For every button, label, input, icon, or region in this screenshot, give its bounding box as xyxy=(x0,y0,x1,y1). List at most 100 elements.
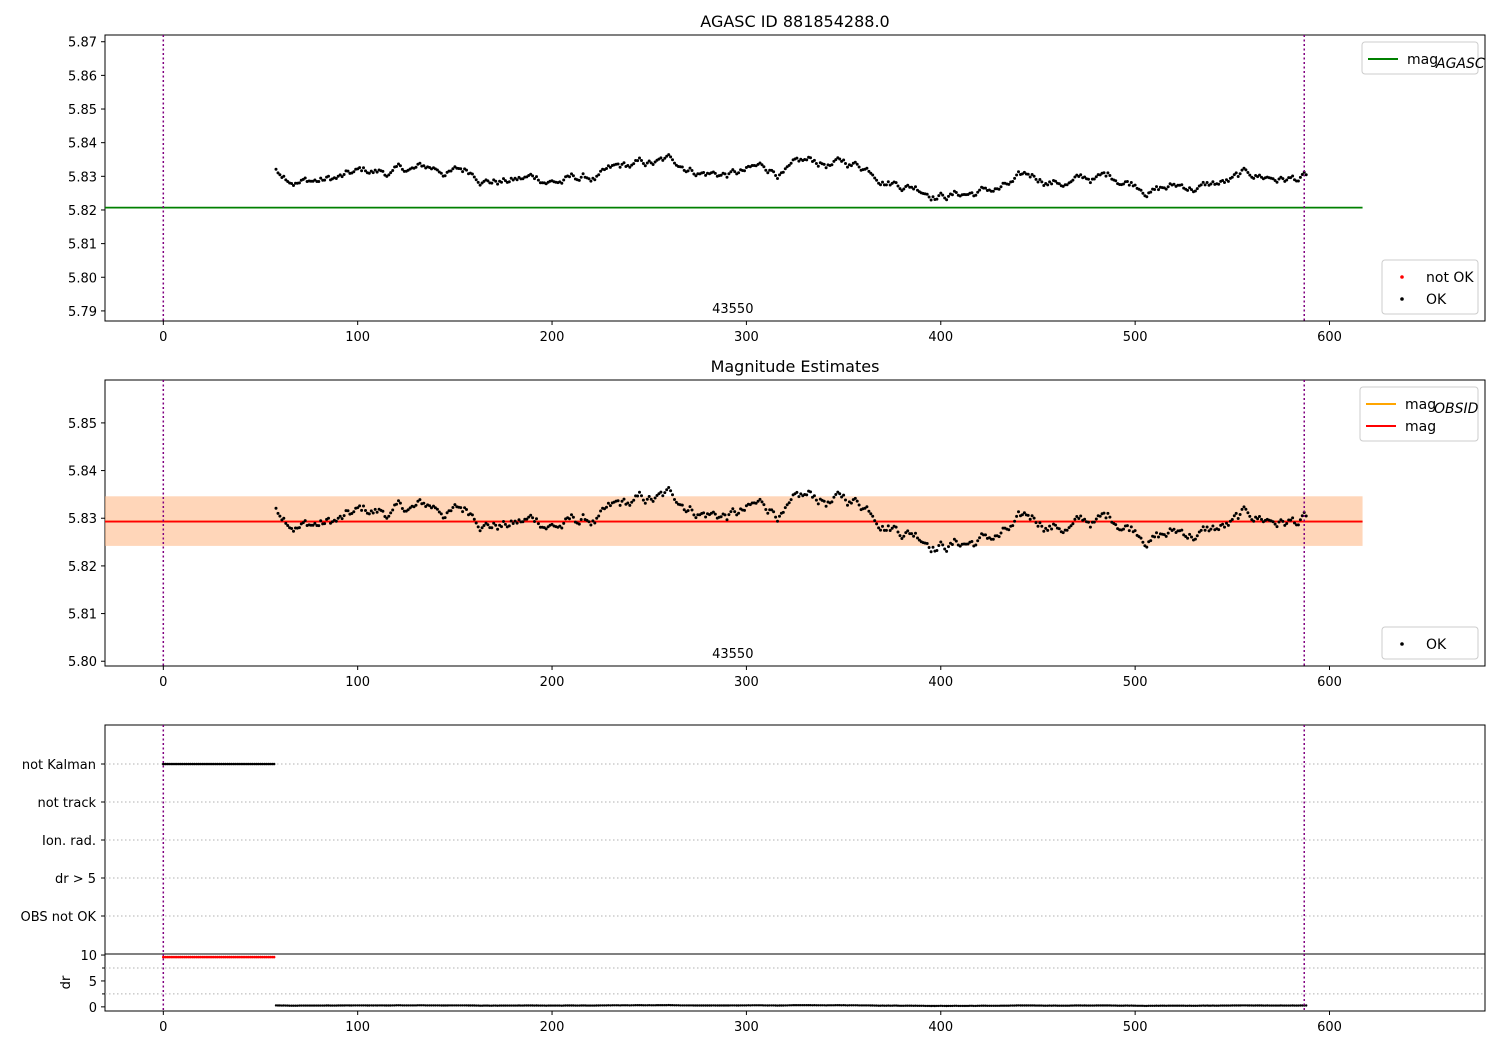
ok-point xyxy=(1293,521,1296,525)
flag-category-label: OBS not OK xyxy=(21,910,97,925)
ok-point xyxy=(605,505,608,509)
dr-point xyxy=(1205,1004,1209,1007)
ok-point xyxy=(1304,173,1308,177)
dr-point xyxy=(1048,1004,1051,1007)
legend-label-subscript: OBSID xyxy=(1434,401,1479,417)
ok-point xyxy=(1040,524,1044,528)
dr-point xyxy=(805,1004,808,1007)
ok-point xyxy=(1221,522,1225,526)
ok-point xyxy=(725,175,729,179)
dr-point xyxy=(1058,1004,1061,1007)
ok-point xyxy=(398,501,402,505)
ok-point xyxy=(719,515,723,519)
obsid-label: 43550 xyxy=(712,647,753,662)
ok-point xyxy=(795,490,799,494)
dr-point xyxy=(992,1004,995,1007)
dr-point xyxy=(321,1004,324,1007)
flag-point xyxy=(193,762,196,766)
ok-point xyxy=(340,517,344,521)
dr-point xyxy=(1174,1004,1178,1007)
dr-point xyxy=(531,1004,534,1007)
dr-point xyxy=(500,1004,503,1007)
dr-point xyxy=(1124,1004,1127,1007)
dr-point xyxy=(278,1004,282,1007)
dr-point xyxy=(618,1004,622,1007)
ok-point xyxy=(593,521,597,525)
ok-point xyxy=(1034,521,1038,525)
ok-point xyxy=(1155,185,1158,189)
ok-point xyxy=(729,510,733,514)
dr-point xyxy=(443,1004,447,1007)
ok-point xyxy=(737,511,741,515)
dr-point xyxy=(844,1004,847,1007)
dr-point xyxy=(1044,1004,1047,1007)
ok-point xyxy=(338,514,342,518)
dr-clipped-point xyxy=(204,955,208,959)
flag-point xyxy=(181,762,184,766)
dr-point xyxy=(1087,1004,1090,1007)
dr-point xyxy=(1108,1004,1112,1007)
dr-clipped-point xyxy=(165,955,169,959)
ok-point xyxy=(781,170,785,174)
ok-point xyxy=(274,167,278,171)
dr-point xyxy=(352,1004,355,1007)
ok-point xyxy=(729,170,733,174)
dr-point xyxy=(276,1004,280,1007)
dr-point xyxy=(815,1004,818,1007)
dr-point xyxy=(974,1004,977,1008)
ok-point xyxy=(849,501,853,505)
ok-point xyxy=(581,172,585,176)
ok-point xyxy=(881,524,884,528)
ok-point xyxy=(1017,510,1020,514)
dr-point xyxy=(846,1004,849,1007)
dr-point xyxy=(457,1004,460,1007)
ok-point xyxy=(853,160,857,164)
dr-point xyxy=(747,1004,750,1007)
dr-point xyxy=(1159,1004,1162,1007)
dr-point xyxy=(982,1004,985,1007)
flag-point xyxy=(200,762,204,766)
flag-point xyxy=(255,762,258,766)
ok-point xyxy=(1129,525,1133,529)
ok-point xyxy=(387,514,391,518)
ok-point xyxy=(1069,524,1073,528)
ok-point xyxy=(1238,172,1242,176)
ok-point xyxy=(822,499,826,503)
dr-point xyxy=(1277,1004,1281,1007)
ok-point xyxy=(1007,182,1011,186)
dr-point xyxy=(1032,1004,1036,1007)
flag-point xyxy=(253,762,256,766)
dr-point xyxy=(1262,1004,1265,1007)
ok-point xyxy=(875,178,879,182)
ok-point xyxy=(731,168,735,172)
dr-point xyxy=(463,1004,466,1007)
ok-point xyxy=(290,182,294,185)
ok-point xyxy=(1129,181,1133,184)
ok-point xyxy=(1209,527,1213,531)
ok-point xyxy=(398,164,402,168)
ok-point xyxy=(947,545,950,549)
dr-point xyxy=(539,1004,542,1007)
dr-point xyxy=(768,1004,771,1007)
dr-point xyxy=(719,1004,723,1007)
dr-point xyxy=(615,1004,618,1007)
ok-point xyxy=(1281,177,1285,181)
ok-point xyxy=(472,517,476,521)
dr-point xyxy=(616,1004,620,1007)
y-tick-label: 5.83 xyxy=(68,170,97,185)
dr-point xyxy=(432,1004,435,1007)
ok-point xyxy=(1193,189,1197,193)
dr-point xyxy=(333,1004,336,1007)
dr-point xyxy=(778,1004,781,1007)
ok-point xyxy=(830,500,834,504)
dr-point xyxy=(653,1004,657,1007)
ok-point xyxy=(350,512,354,515)
dr-point xyxy=(589,1004,593,1007)
ok-point xyxy=(632,162,636,166)
dr-point xyxy=(947,1004,950,1008)
dr-point xyxy=(912,1004,915,1007)
ok-point xyxy=(1201,180,1205,184)
dr-clipped-point xyxy=(167,955,171,959)
dr-point xyxy=(1186,1004,1189,1007)
ok-point xyxy=(286,524,290,527)
